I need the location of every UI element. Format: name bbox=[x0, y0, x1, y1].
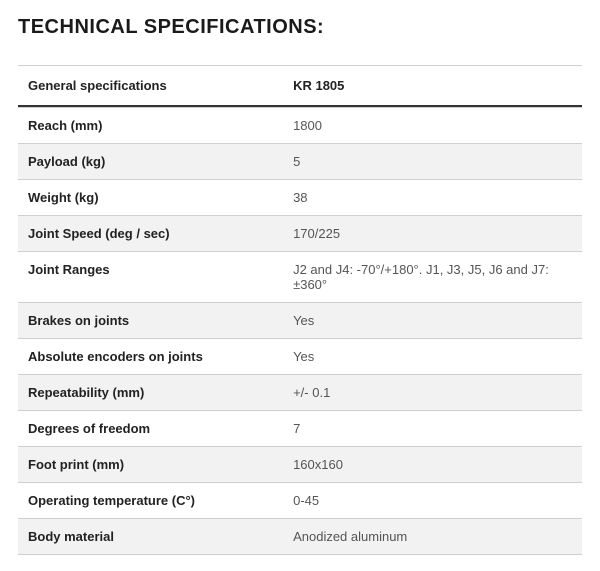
spec-table: General specifications KR 1805 Reach (mm… bbox=[18, 65, 582, 555]
row-label: Operating temperature (C°) bbox=[18, 483, 283, 518]
row-value: 38 bbox=[283, 180, 582, 215]
table-row: Body material Anodized aluminum bbox=[18, 518, 582, 555]
row-value: Anodized aluminum bbox=[283, 519, 582, 554]
row-value: 160x160 bbox=[283, 447, 582, 482]
table-row: Weight (kg) 38 bbox=[18, 179, 582, 215]
row-label: Weight (kg) bbox=[18, 180, 283, 215]
table-row: Absolute encoders on joints Yes bbox=[18, 338, 582, 374]
row-label: Absolute encoders on joints bbox=[18, 339, 283, 374]
table-header-row: General specifications KR 1805 bbox=[18, 65, 582, 107]
row-label: Foot print (mm) bbox=[18, 447, 283, 482]
table-row: Repeatability (mm) +/- 0.1 bbox=[18, 374, 582, 410]
row-value: 170/225 bbox=[283, 216, 582, 251]
header-label: General specifications bbox=[18, 66, 283, 105]
row-value: +/- 0.1 bbox=[283, 375, 582, 410]
table-row: Foot print (mm) 160x160 bbox=[18, 446, 582, 482]
row-value: Yes bbox=[283, 339, 582, 374]
row-label: Repeatability (mm) bbox=[18, 375, 283, 410]
row-label: Payload (kg) bbox=[18, 144, 283, 179]
table-row: Operating temperature (C°) 0-45 bbox=[18, 482, 582, 518]
row-value: 1800 bbox=[283, 108, 582, 143]
row-label: Joint Speed (deg / sec) bbox=[18, 216, 283, 251]
row-value: 5 bbox=[283, 144, 582, 179]
row-label: Reach (mm) bbox=[18, 108, 283, 143]
row-label: Degrees of freedom bbox=[18, 411, 283, 446]
row-value: Yes bbox=[283, 303, 582, 338]
table-row: Joint Ranges J2 and J4: -70°/+180°. J1, … bbox=[18, 251, 582, 302]
table-row: Payload (kg) 5 bbox=[18, 143, 582, 179]
table-row: Degrees of freedom 7 bbox=[18, 410, 582, 446]
row-value: 0-45 bbox=[283, 483, 582, 518]
row-label: Brakes on joints bbox=[18, 303, 283, 338]
table-row: Reach (mm) 1800 bbox=[18, 107, 582, 143]
row-label: Body material bbox=[18, 519, 283, 554]
table-row: Joint Speed (deg / sec) 170/225 bbox=[18, 215, 582, 251]
section-title: TECHNICAL SPECIFICATIONS: bbox=[18, 16, 582, 39]
row-label: Joint Ranges bbox=[18, 252, 283, 302]
row-value: J2 and J4: -70°/+180°. J1, J3, J5, J6 an… bbox=[283, 252, 582, 302]
header-value: KR 1805 bbox=[283, 66, 582, 105]
row-value: 7 bbox=[283, 411, 582, 446]
table-row: Brakes on joints Yes bbox=[18, 302, 582, 338]
